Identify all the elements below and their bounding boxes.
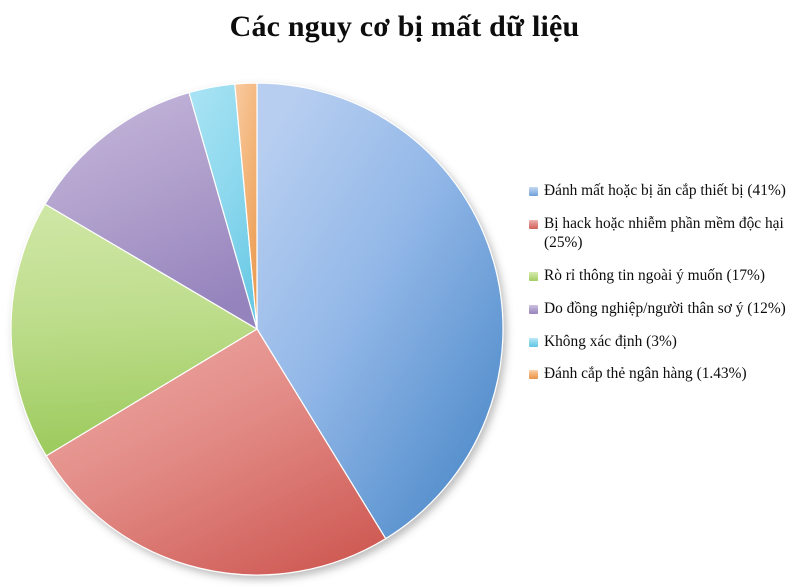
chart-title: Các nguy cơ bị mất dữ liệu xyxy=(229,10,580,43)
legend-swatch-purple-icon xyxy=(529,304,538,314)
pie-svg xyxy=(10,82,504,576)
legend-item-thiet-bi[interactable]: Đánh mất hoặc bị ăn cắp thiết bị (41%) xyxy=(528,181,809,201)
legend-swatch-cyan-icon xyxy=(529,337,538,347)
legend-item-label: Đánh cắp thẻ ngân hàng (1.43%) xyxy=(544,365,747,383)
pie-slice[interactable] xyxy=(234,82,258,330)
legend-swatch-red-icon xyxy=(529,219,538,229)
pie-slice[interactable] xyxy=(45,328,387,576)
chart-legend: Đánh mất hoặc bị ăn cắp thiết bị (41%) B… xyxy=(528,181,809,384)
legend-item-hack-malware[interactable]: Bị hack hoặc nhiễm phần mềm độc hại (25%… xyxy=(528,214,809,253)
pie-slice[interactable] xyxy=(10,203,259,457)
pie-slice[interactable] xyxy=(44,91,258,331)
legend-swatch-green-icon xyxy=(529,272,538,282)
legend-item-dong-nghiep[interactable]: Do đồng nghiệp/người thân sơ ý (12%) xyxy=(528,299,809,319)
legend-swatch-orange-icon xyxy=(529,370,538,380)
legend-swatch-blue-icon xyxy=(529,187,538,196)
legend-item-label: Không xác định (3%) xyxy=(544,332,677,350)
pie-plot-area xyxy=(0,72,520,587)
legend-item-label: Bị hack hoặc nhiễm phần mềm độc hại (25%… xyxy=(544,214,784,252)
legend-item-khong-xac-dinh[interactable]: Không xác định (3%) xyxy=(528,332,809,352)
legend-item-label: Đánh mất hoặc bị ăn cắp thiết bị (41%) xyxy=(544,182,786,199)
legend-item-ro-ri-thong-tin[interactable]: Rò rỉ thông tin ngoài ý muốn (17%) xyxy=(528,266,809,286)
legend-item-label: Do đồng nghiệp/người thân sơ ý (12%) xyxy=(544,299,786,317)
pie-slices-group xyxy=(10,82,504,576)
legend-item-the-ngan-hang[interactable]: Đánh cắp thẻ ngân hàng (1.43%) xyxy=(528,364,809,384)
legend-item-label: Rò rỉ thông tin ngoài ý muốn (17%) xyxy=(544,267,766,285)
pie-slice[interactable] xyxy=(256,82,504,540)
